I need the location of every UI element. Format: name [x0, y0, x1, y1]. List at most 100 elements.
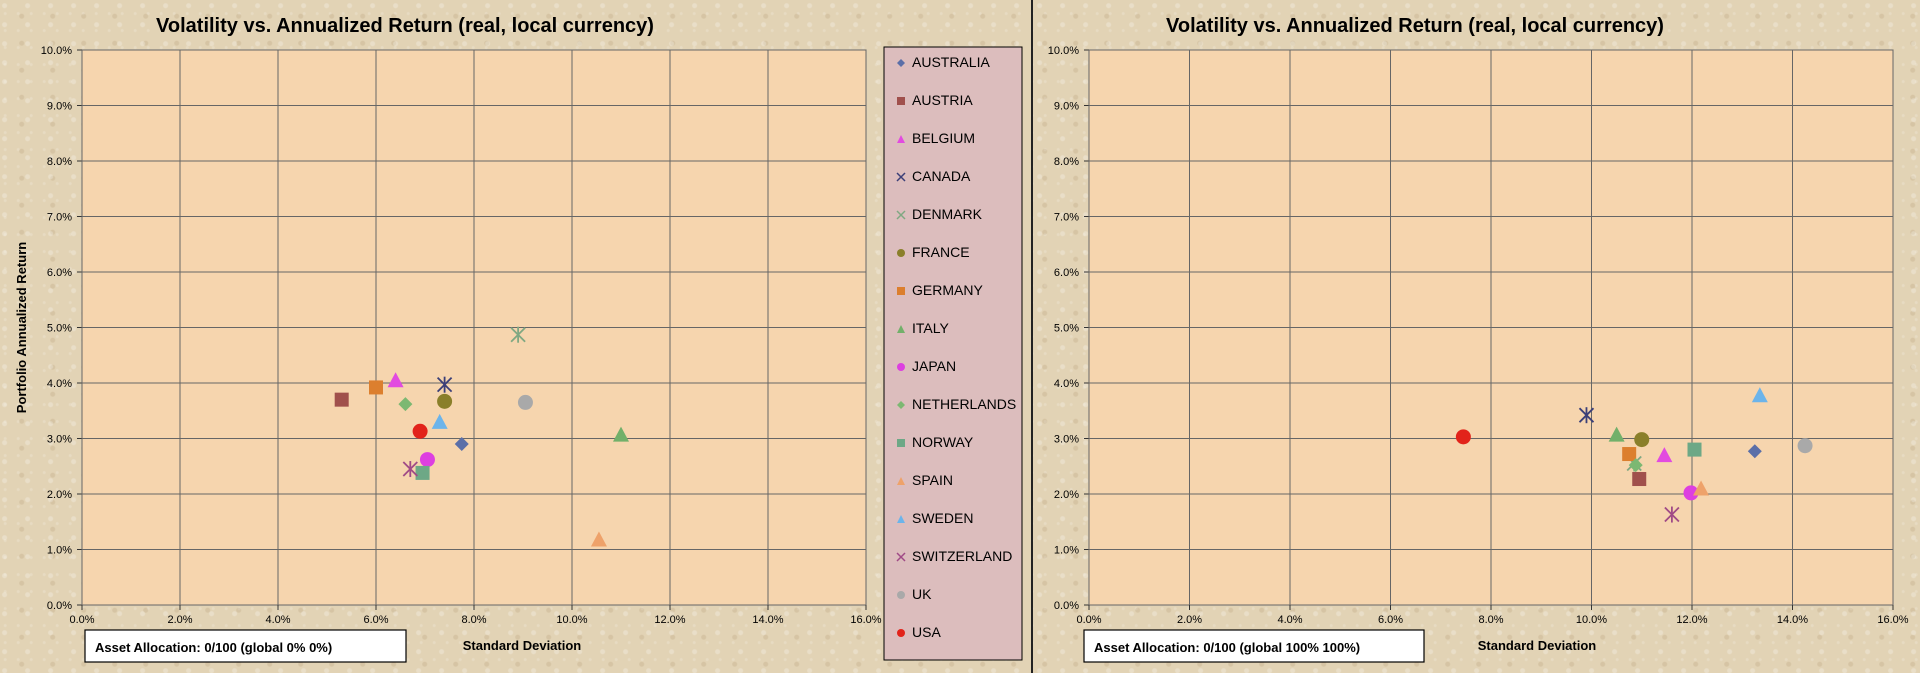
point-spain	[1693, 480, 1710, 496]
point-uk	[1797, 438, 1813, 454]
y-tick-label: 1.0%	[1054, 545, 1079, 557]
legend-marker-norway	[897, 439, 905, 447]
legend-label: AUSTRIA	[912, 92, 973, 108]
x-tick-label: 16.0%	[1877, 614, 1908, 626]
x-tick-label: 10.0%	[556, 614, 587, 626]
x-tick-label: 16.0%	[850, 614, 881, 626]
y-tick-label: 3.0%	[1054, 434, 1079, 446]
y-tick-label: 7.0%	[47, 212, 72, 224]
chart-title: Volatility vs. Annualized Return (real, …	[1166, 15, 1664, 37]
legend-label: CANADA	[912, 168, 971, 184]
legend-label: SPAIN	[912, 472, 953, 488]
y-tick-label: 6.0%	[47, 267, 72, 279]
x-tick-label: 8.0%	[461, 614, 486, 626]
legend-label: GERMANY	[912, 282, 983, 298]
y-tick-label: 4.0%	[1054, 378, 1079, 390]
x-tick-label: 6.0%	[1378, 614, 1403, 626]
x-tick-label: 6.0%	[363, 614, 388, 626]
asset-allocation-label: Asset Allocation: 0/100 (global 0% 0%)	[95, 640, 332, 655]
point-austria	[1632, 472, 1647, 487]
x-axis-label: Standard Deviation	[1478, 638, 1597, 653]
point-belgium	[1656, 447, 1673, 463]
y-tick-label: 10.0%	[1048, 45, 1079, 57]
y-tick-label: 4.0%	[47, 378, 72, 390]
point-usa	[412, 423, 428, 439]
legend-marker-sweden	[897, 515, 905, 523]
legend-marker-japan	[897, 363, 905, 371]
legend-label: USA	[912, 624, 941, 640]
point-switzerland	[1664, 506, 1680, 523]
legend	[883, 46, 1023, 661]
x-tick-label: 14.0%	[752, 614, 783, 626]
point-italy	[1608, 426, 1625, 442]
x-tick-label: 4.0%	[1277, 614, 1302, 626]
point-france	[437, 393, 453, 409]
point-sweden	[431, 413, 448, 429]
y-tick-label: 7.0%	[1054, 212, 1079, 224]
x-tick-label: 12.0%	[654, 614, 685, 626]
y-tick-label: 5.0%	[1054, 323, 1079, 335]
point-belgium	[387, 372, 404, 388]
y-tick-label: 9.0%	[1054, 101, 1079, 113]
point-netherlands	[1628, 458, 1643, 473]
y-tick-label: 5.0%	[47, 323, 72, 335]
point-canada	[436, 376, 453, 393]
y-tick-label: 8.0%	[1054, 156, 1079, 168]
point-australia	[1747, 444, 1762, 459]
x-axis-label: Standard Deviation	[463, 638, 582, 653]
chart-title: Volatility vs. Annualized Return (real, …	[156, 15, 654, 37]
y-tick-label: 1.0%	[47, 545, 72, 557]
legend-marker-denmark	[896, 210, 906, 220]
point-spain	[590, 531, 607, 547]
y-tick-label: 2.0%	[47, 489, 72, 501]
legend-label: JAPAN	[912, 358, 956, 374]
x-tick-label: 14.0%	[1777, 614, 1808, 626]
asset-allocation-label: Asset Allocation: 0/100 (global 100% 100…	[1094, 640, 1360, 655]
x-tick-label: 8.0%	[1478, 614, 1503, 626]
y-tick-label: 0.0%	[1054, 600, 1079, 612]
x-tick-label: 0.0%	[1076, 614, 1101, 626]
point-netherlands	[398, 397, 413, 412]
point-australia	[454, 437, 469, 452]
legend-marker-france	[897, 249, 905, 257]
point-austria	[334, 392, 349, 407]
legend-marker-uk	[897, 591, 905, 599]
y-tick-label: 2.0%	[1054, 489, 1079, 501]
point-germany	[369, 380, 383, 395]
legend-marker-canada	[896, 172, 906, 182]
asset-allocation-box	[84, 629, 407, 663]
point-usa	[1455, 429, 1471, 445]
x-tick-label: 12.0%	[1676, 614, 1707, 626]
y-tick-label: 6.0%	[1054, 267, 1079, 279]
legend-marker-germany	[897, 287, 905, 295]
x-tick-label: 0.0%	[69, 614, 94, 626]
x-tick-label: 10.0%	[1576, 614, 1607, 626]
point-japan	[1683, 485, 1699, 501]
y-tick-label: 0.0%	[47, 600, 72, 612]
y-tick-label: 10.0%	[41, 45, 72, 57]
legend-marker-switzerland	[896, 552, 906, 562]
legend-label: NETHERLANDS	[912, 396, 1016, 412]
point-switzerland	[402, 461, 418, 478]
y-tick-label: 8.0%	[47, 156, 72, 168]
point-uk	[517, 394, 533, 410]
legend-label: ITALY	[912, 320, 949, 336]
point-germany	[1622, 447, 1637, 462]
legend-marker-australia	[897, 59, 905, 67]
point-sweden	[1751, 387, 1768, 403]
x-tick-label: 2.0%	[167, 614, 192, 626]
legend-label: DENMARK	[912, 206, 983, 222]
y-tick-label: 3.0%	[47, 434, 72, 446]
legend-marker-italy	[897, 325, 905, 333]
legend-label: BELGIUM	[912, 130, 975, 146]
legend-marker-austria	[897, 97, 905, 105]
y-tick-label: 9.0%	[47, 101, 72, 113]
legend-label: NORWAY	[912, 434, 974, 450]
point-italy	[613, 426, 629, 442]
point-france	[1634, 432, 1650, 448]
legend-label: SWITZERLAND	[912, 548, 1012, 564]
asset-allocation-box	[1083, 629, 1425, 663]
point-norway	[1687, 442, 1702, 457]
y-axis-label: Portfolio Annualized Return	[14, 242, 29, 413]
